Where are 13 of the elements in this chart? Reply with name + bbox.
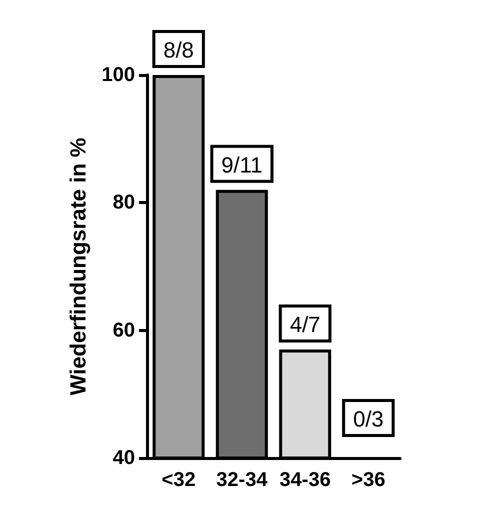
annotation: 8/8 [163, 38, 194, 62]
y-tick-label: 40 [112, 447, 135, 469]
x-tick-label: 34-36 [280, 469, 331, 491]
y-axis-title: Wiederfindungsrate in % [66, 138, 90, 396]
x-tick-label: >36 [351, 469, 386, 491]
annotation: 0/3 [353, 406, 384, 432]
y-tick-label: 100 [102, 64, 135, 86]
x-tick-label: <32 [162, 469, 196, 491]
annotation: 4/7 [290, 312, 320, 337]
y-tick-label: 60 [112, 319, 135, 342]
y-tick-label: 80 [112, 192, 135, 214]
annotation: 9/11 [221, 152, 262, 178]
x-tick-label: 32-34 [216, 469, 268, 491]
